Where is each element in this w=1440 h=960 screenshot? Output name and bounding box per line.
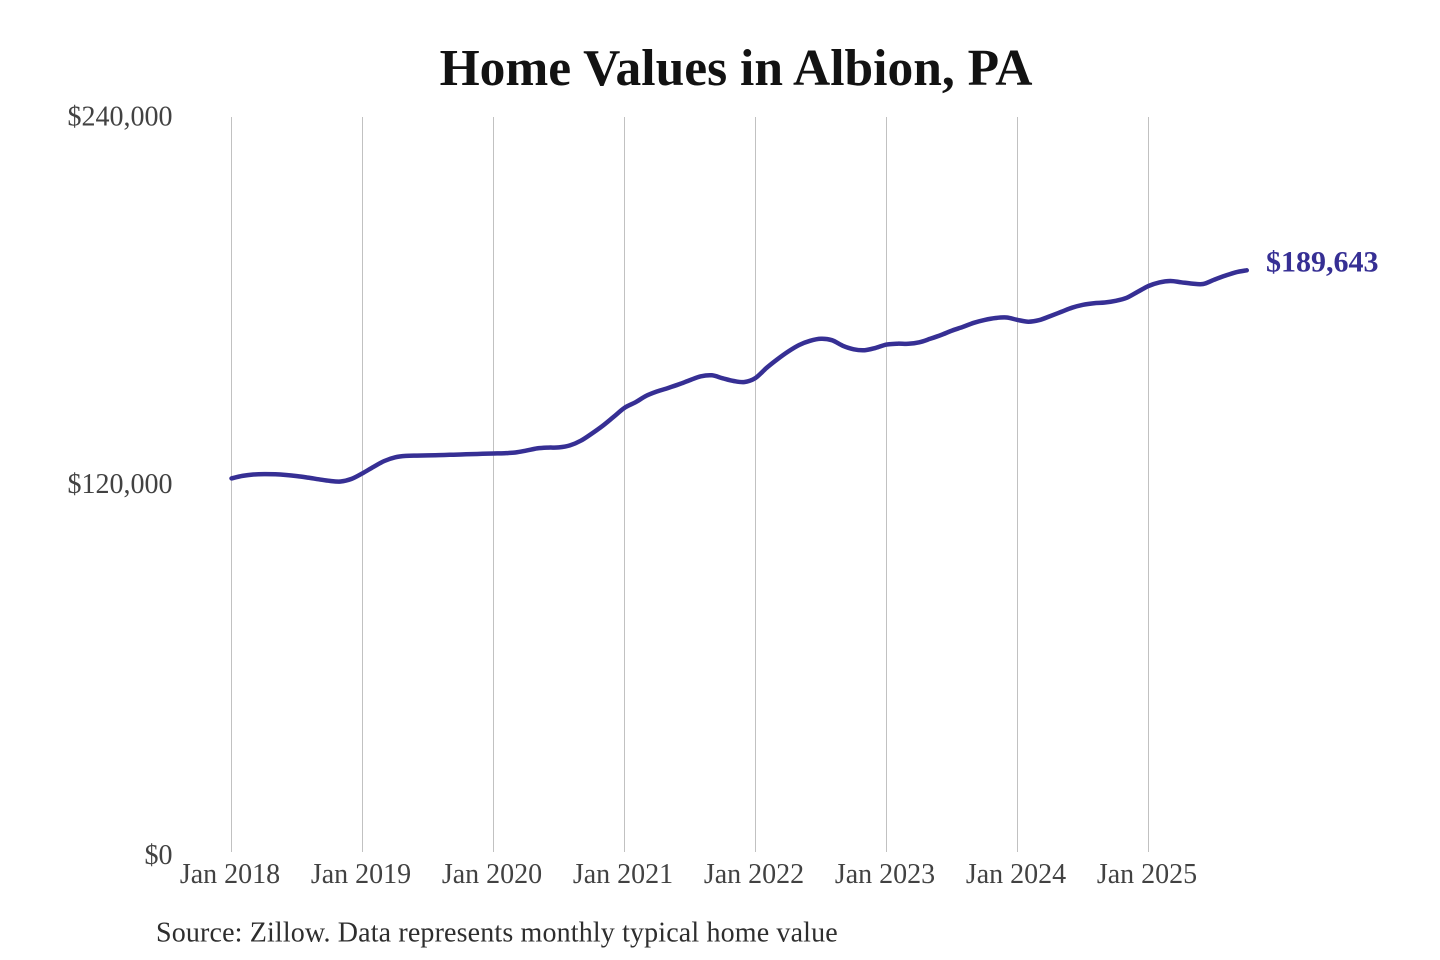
svg-text:Home Values in Albion, PA: Home Values in Albion, PA	[440, 40, 1033, 97]
svg-text:Jan 2022: Jan 2022	[704, 859, 804, 890]
svg-text:Jan 2018: Jan 2018	[180, 859, 280, 890]
svg-text:Jan 2020: Jan 2020	[442, 859, 542, 890]
svg-text:Jan 2025: Jan 2025	[1097, 859, 1197, 890]
svg-text:$240,000: $240,000	[68, 102, 173, 133]
svg-text:Jan 2021: Jan 2021	[573, 859, 673, 890]
svg-text:Jan 2023: Jan 2023	[835, 859, 935, 890]
svg-text:$120,000: $120,000	[68, 469, 173, 500]
svg-text:Jan 2024: Jan 2024	[966, 859, 1066, 890]
svg-text:$0: $0	[145, 840, 173, 871]
svg-text:Source: Zillow. Data represent: Source: Zillow. Data represents monthly …	[156, 918, 838, 949]
svg-text:$189,643: $189,643	[1266, 246, 1379, 279]
svg-text:Jan 2019: Jan 2019	[311, 859, 411, 890]
